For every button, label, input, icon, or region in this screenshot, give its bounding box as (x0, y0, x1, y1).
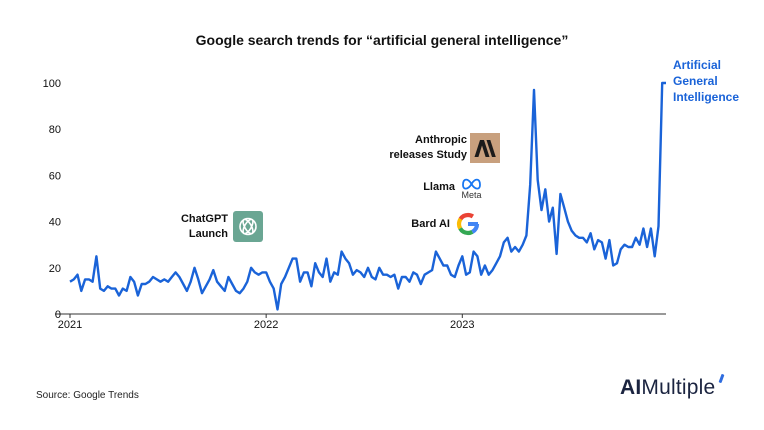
brand-logo-part: Multiple (641, 376, 716, 399)
annotation-line: Launch (188, 228, 228, 240)
meta-logo-icon: Meta (461, 178, 482, 200)
y-tick-label: 20 (49, 263, 61, 275)
brand-logo-part: AI (620, 376, 642, 399)
annotation-chatgpt-launch: ChatGPT Launch (150, 212, 228, 242)
anthropic-logo-icon (470, 133, 500, 163)
annotation-line: ChatGPT (180, 213, 228, 225)
annotation-anthropic-study: Anthropic releases Study (362, 133, 467, 163)
y-tick-label: 0 (55, 309, 61, 321)
series-end-label-line: General (673, 74, 718, 88)
x-tick-label: 2023 (450, 319, 474, 331)
annotation-llama: Llama (395, 180, 455, 195)
y-tick-label: 60 (49, 170, 61, 182)
annotation-bard-ai: Bard AI (390, 217, 450, 232)
series-end-label-line: Artificial (673, 58, 722, 72)
y-tick-label: 100 (43, 78, 61, 90)
source-note: Source: Google Trends (36, 390, 139, 401)
series-layer (69, 81, 666, 311)
y-tick-label: 80 (49, 124, 61, 136)
chatgpt-logo-icon (233, 211, 263, 242)
annotation-line: Anthropic (415, 134, 467, 146)
axis-layer: 0 20 40 60 80 100 2021 2022 2023 (43, 78, 666, 331)
series-line (69, 81, 666, 311)
series-end-label-line: Intelligence (673, 90, 740, 104)
annotation-line: releases Study (389, 149, 467, 161)
series-end-label: Artificial General Intelligence (673, 57, 763, 105)
x-tick-label: 2021 (58, 319, 82, 331)
chart-title: Google search trends for “artificial gen… (195, 32, 569, 48)
y-tick-label: 40 (49, 217, 61, 229)
google-logo-icon (456, 212, 480, 236)
x-tick-label: 2022 (254, 319, 278, 331)
annotation-line: Llama (423, 181, 455, 193)
annotation-line: Bard AI (411, 218, 450, 230)
svg-text:Meta: Meta (461, 190, 481, 200)
brand-logo[interactable]: AIMultiple (620, 373, 725, 400)
